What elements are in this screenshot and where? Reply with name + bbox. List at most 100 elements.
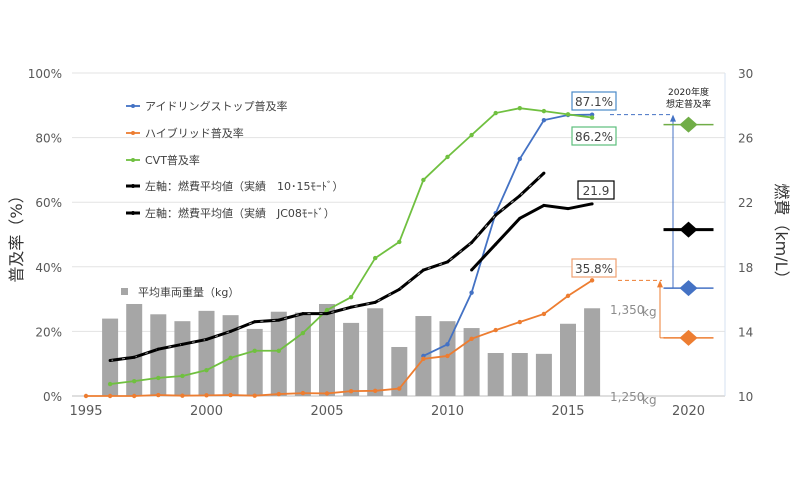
series-point-1 [589, 278, 595, 283]
series-point-1 [180, 393, 185, 398]
left-tick-label: 60% [35, 196, 62, 210]
weight-bar [560, 323, 576, 396]
series-point-1 [421, 356, 426, 362]
series-point-2 [541, 108, 547, 114]
weight-bar [102, 318, 119, 396]
right-tick-label: 10 [738, 390, 753, 404]
series-point-1 [228, 392, 233, 398]
series-point-2 [421, 177, 426, 183]
series-point-3 [542, 171, 546, 175]
weight-bar [246, 328, 263, 396]
data-label: 86.2% [575, 130, 613, 144]
weight-unit: kg [642, 393, 657, 407]
series-point-4 [542, 203, 546, 207]
x-tick-label: 2015 [551, 404, 584, 419]
series-point-3 [156, 347, 160, 351]
weight-bar [367, 308, 384, 396]
series-point-3 [446, 260, 449, 264]
series-point-2 [348, 294, 354, 300]
left-tick-label: 100% [28, 67, 62, 81]
target-title: 2020年度 [668, 86, 709, 98]
series-line-4 [470, 202, 593, 272]
arrow-up-icon [657, 280, 663, 288]
series-point-1 [469, 336, 474, 342]
weight-bar [584, 308, 601, 396]
series-point-0 [469, 290, 474, 295]
left-tick-label: 80% [35, 132, 62, 146]
left-axis-title: 普及率（%） [7, 187, 26, 282]
weight-bar [511, 353, 528, 396]
series-point-1 [565, 293, 571, 299]
series-point-1 [493, 327, 498, 333]
legend-marker [131, 184, 135, 188]
data-label-box [571, 91, 617, 111]
weight-unit: kg [642, 305, 657, 319]
right-tick-label: 26 [738, 132, 753, 146]
series-point-3 [494, 213, 498, 217]
series-point-1 [107, 393, 113, 399]
series-point-2 [204, 367, 209, 373]
weight-tick-label: 1,250 [610, 390, 644, 404]
series-point-2 [228, 355, 233, 361]
series-point-2 [252, 348, 257, 353]
target-fuel-diamond [679, 221, 698, 238]
series-point-1 [204, 393, 209, 398]
legend-label: 左軸：燃費平均値（実績 JC08ﾓｰﾄﾞ） [145, 206, 335, 220]
series-point-2 [493, 110, 498, 116]
series-point-2 [517, 106, 522, 111]
series-point-1 [324, 391, 330, 396]
series-point-2 [445, 154, 450, 160]
series-point-1 [132, 393, 137, 399]
weight-bar [126, 303, 143, 396]
legend-label: アイドリングストップ普及率 [145, 99, 287, 113]
series-point-0 [517, 156, 522, 162]
x-tick-label: 2020 [672, 404, 705, 419]
weight-bar [487, 353, 504, 396]
legend-marker [131, 104, 135, 108]
series-point-4 [470, 268, 474, 272]
data-label-box [571, 126, 617, 146]
right-tick-label: 30 [738, 67, 753, 81]
weight-bar [343, 322, 360, 396]
legend-label: CVT普及率 [145, 153, 200, 167]
series-point-1 [300, 390, 306, 396]
series-point-1 [348, 388, 354, 394]
weight-bar [535, 353, 552, 396]
series-point-2 [397, 239, 402, 245]
series-point-4 [494, 242, 498, 246]
series-point-0 [541, 117, 547, 123]
series-point-2 [300, 330, 306, 336]
arrow-up-icon [670, 114, 676, 122]
data-label-box [577, 180, 615, 200]
series-point-4 [518, 216, 522, 220]
legend-label: 左軸：燃費平均値（実績 10･15ﾓｰﾄﾞ） [145, 179, 344, 193]
series-point-3 [325, 312, 329, 316]
series-point-4 [566, 207, 570, 211]
weight-bar [198, 310, 215, 396]
weight-bar [294, 312, 311, 396]
series-point-1 [373, 388, 378, 394]
target-cvt-diamond [679, 116, 698, 133]
series-point-3 [229, 329, 233, 333]
series-point-1 [83, 393, 89, 399]
series-point-2 [276, 348, 281, 353]
series-point-2 [373, 255, 378, 261]
series-point-3 [180, 342, 184, 346]
target-title: 想定普及率 [666, 98, 711, 110]
right-axis-title: 燃費（km/L） [772, 183, 791, 286]
series-point-2 [156, 375, 161, 381]
x-tick-label: 2000 [190, 404, 223, 419]
weight-bar [319, 303, 335, 396]
series-point-2 [324, 307, 330, 313]
series-point-3 [421, 268, 425, 272]
legend-swatch-bar [121, 288, 128, 295]
series-point-3 [301, 312, 305, 316]
series-point-3 [470, 241, 474, 245]
weight-bar [439, 321, 456, 396]
series-line-1 [86, 279, 593, 397]
left-tick-label: 20% [35, 325, 62, 339]
series-point-1 [276, 391, 281, 397]
legend-marker [131, 158, 135, 162]
